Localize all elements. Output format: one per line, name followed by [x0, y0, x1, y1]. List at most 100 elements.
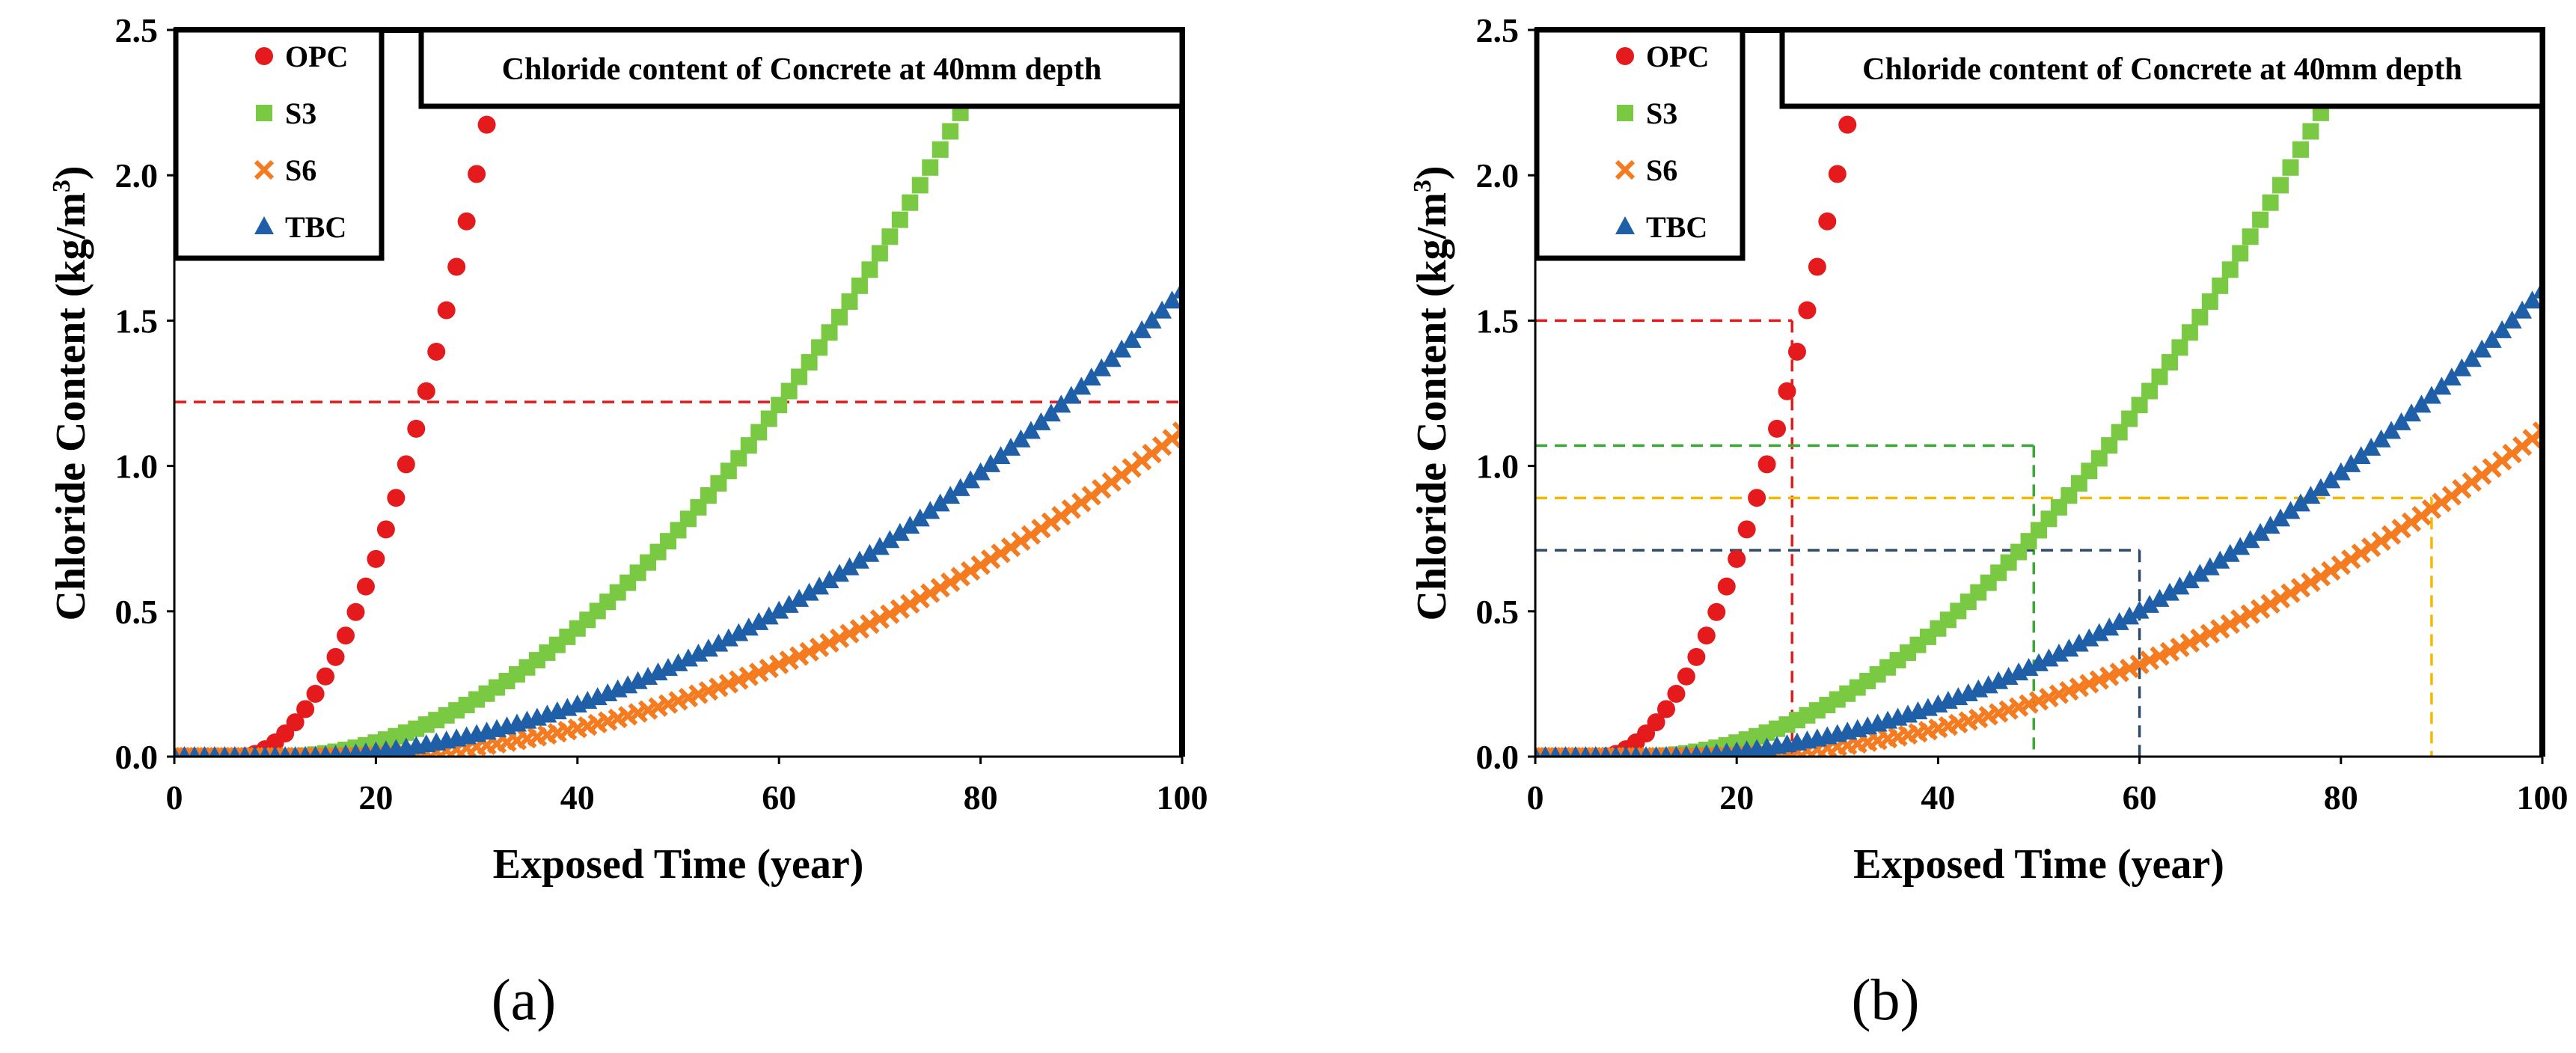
legend-box [173, 27, 385, 261]
legend-marker-opc [255, 47, 273, 65]
data-point-tbc [2109, 611, 2129, 630]
data-point-s6 [2139, 650, 2160, 671]
data-point-tbc [1610, 746, 1622, 757]
data-point-s6 [1011, 531, 1031, 552]
chart-title: Chloride content of Concrete at 40mm dep… [418, 27, 1185, 109]
data-point-s6 [1000, 537, 1021, 558]
data-point-tbc [2472, 339, 2492, 358]
data-point-tbc [2089, 623, 2109, 641]
data-point-tbc [1132, 320, 1152, 338]
data-point-tbc [319, 745, 332, 757]
title-text: Chloride content of Concrete at 40mm dep… [1862, 52, 2462, 87]
data-point-tbc [189, 746, 201, 757]
data-point-s6 [2441, 486, 2462, 506]
data-point-tbc [259, 746, 271, 757]
data-point-tbc [839, 557, 860, 576]
legend: OPC S3 S6 TBC [173, 27, 385, 261]
legend-marker-s6 [1615, 159, 1636, 180]
data-point-tbc [678, 648, 698, 667]
data-point-s6 [1061, 499, 1081, 519]
y-axis-title-close: ) [48, 165, 94, 180]
data-point-tbc [981, 454, 1001, 472]
data-point-tbc [1092, 358, 1112, 376]
data-point-tbc [869, 537, 890, 555]
data-point-tbc [2170, 576, 2190, 595]
data-point-s3 [740, 437, 757, 454]
data-point-tbc [880, 530, 900, 549]
title-box [1779, 27, 2545, 109]
data-point-opc [1778, 382, 1796, 400]
data-point-tbc [299, 745, 311, 757]
data-point-s6 [1041, 512, 1062, 532]
data-point-s3 [2070, 474, 2087, 492]
data-point-s3 [2131, 397, 2148, 414]
x-axis-title: Exposed Time (year) [1853, 841, 2224, 888]
data-point-s6 [1031, 519, 1051, 539]
data-point-opc [1798, 301, 1817, 320]
y-ticks: 0.0 0.5 1.0 1.5 2.0 2.5 [115, 11, 174, 776]
data-point-s6 [2401, 512, 2422, 532]
data-point-s6 [2280, 583, 2301, 603]
data-point-opc [437, 301, 456, 320]
data-point-s6 [2361, 537, 2381, 558]
title-box [418, 27, 1185, 109]
data-point-tbc [970, 462, 991, 480]
data-point-tbc [718, 628, 738, 647]
data-point-s6 [799, 641, 819, 662]
data-point-tbc [749, 611, 769, 630]
data-point-tbc [2159, 582, 2179, 601]
data-point-tbc [860, 543, 880, 562]
data-point-tbc [348, 743, 363, 757]
data-point-s3 [922, 159, 939, 176]
legend: OPC S3 S6 TBC [1534, 27, 1746, 261]
legend-marker-s3 [256, 105, 272, 121]
y-tick-label: 2.5 [1476, 11, 1520, 49]
data-point-s3 [2151, 368, 2168, 385]
data-point-tbc [1689, 745, 1703, 757]
data-point-opc [1647, 713, 1665, 732]
data-point-opc [417, 382, 435, 400]
data-point-tbc [961, 470, 981, 489]
y-tick-label: 2.5 [115, 11, 159, 49]
data-point-s6 [2170, 637, 2190, 658]
data-point-opc [427, 342, 446, 361]
legend-marker-s6 [254, 159, 275, 180]
data-point-tbc [2361, 437, 2381, 456]
data-point-s6 [1021, 525, 1041, 545]
data-point-s6 [849, 619, 870, 639]
data-point-s3 [2232, 245, 2249, 262]
data-point-tbc [991, 445, 1011, 464]
data-point-s3 [2252, 211, 2269, 228]
series-s6 [174, 421, 1182, 757]
data-point-s6 [829, 628, 850, 649]
data-point-tbc [2462, 349, 2482, 367]
data-point-tbc [2220, 543, 2240, 562]
data-point-tbc [2391, 412, 2411, 430]
data-point-tbc [648, 662, 668, 681]
data-point-tbc [2099, 617, 2120, 636]
x-tick-label: 80 [2324, 778, 2358, 817]
data-point-tbc [1031, 412, 1051, 430]
panel-b: 0 20 40 60 80 100 0.0 0.5 1.0 1.5 2.0 2.5 Exposed Ti… [1409, 11, 2569, 1032]
data-point-tbc [698, 638, 718, 657]
data-point-tbc [279, 746, 291, 757]
data-point-s3 [841, 293, 858, 310]
data-point-tbc [2522, 290, 2542, 309]
legend-label: S3 [1646, 97, 1677, 130]
data-point-s6 [2371, 531, 2391, 552]
data-point-tbc [2079, 628, 2099, 647]
data-point-tbc [269, 746, 281, 757]
data-point-tbc [920, 501, 940, 519]
data-point-tbc [2069, 633, 2089, 652]
data-point-opc [1707, 602, 1726, 621]
data-point-opc [1737, 520, 1756, 539]
legend-label: S6 [1646, 153, 1677, 187]
data-point-opc [1787, 342, 1806, 361]
data-point-s3 [760, 410, 777, 427]
data-point-opc [468, 165, 486, 183]
data-point-s3 [2081, 463, 2098, 480]
data-point-opc [336, 626, 355, 645]
data-point-opc [1697, 626, 1716, 645]
data-point-s6 [961, 561, 981, 582]
